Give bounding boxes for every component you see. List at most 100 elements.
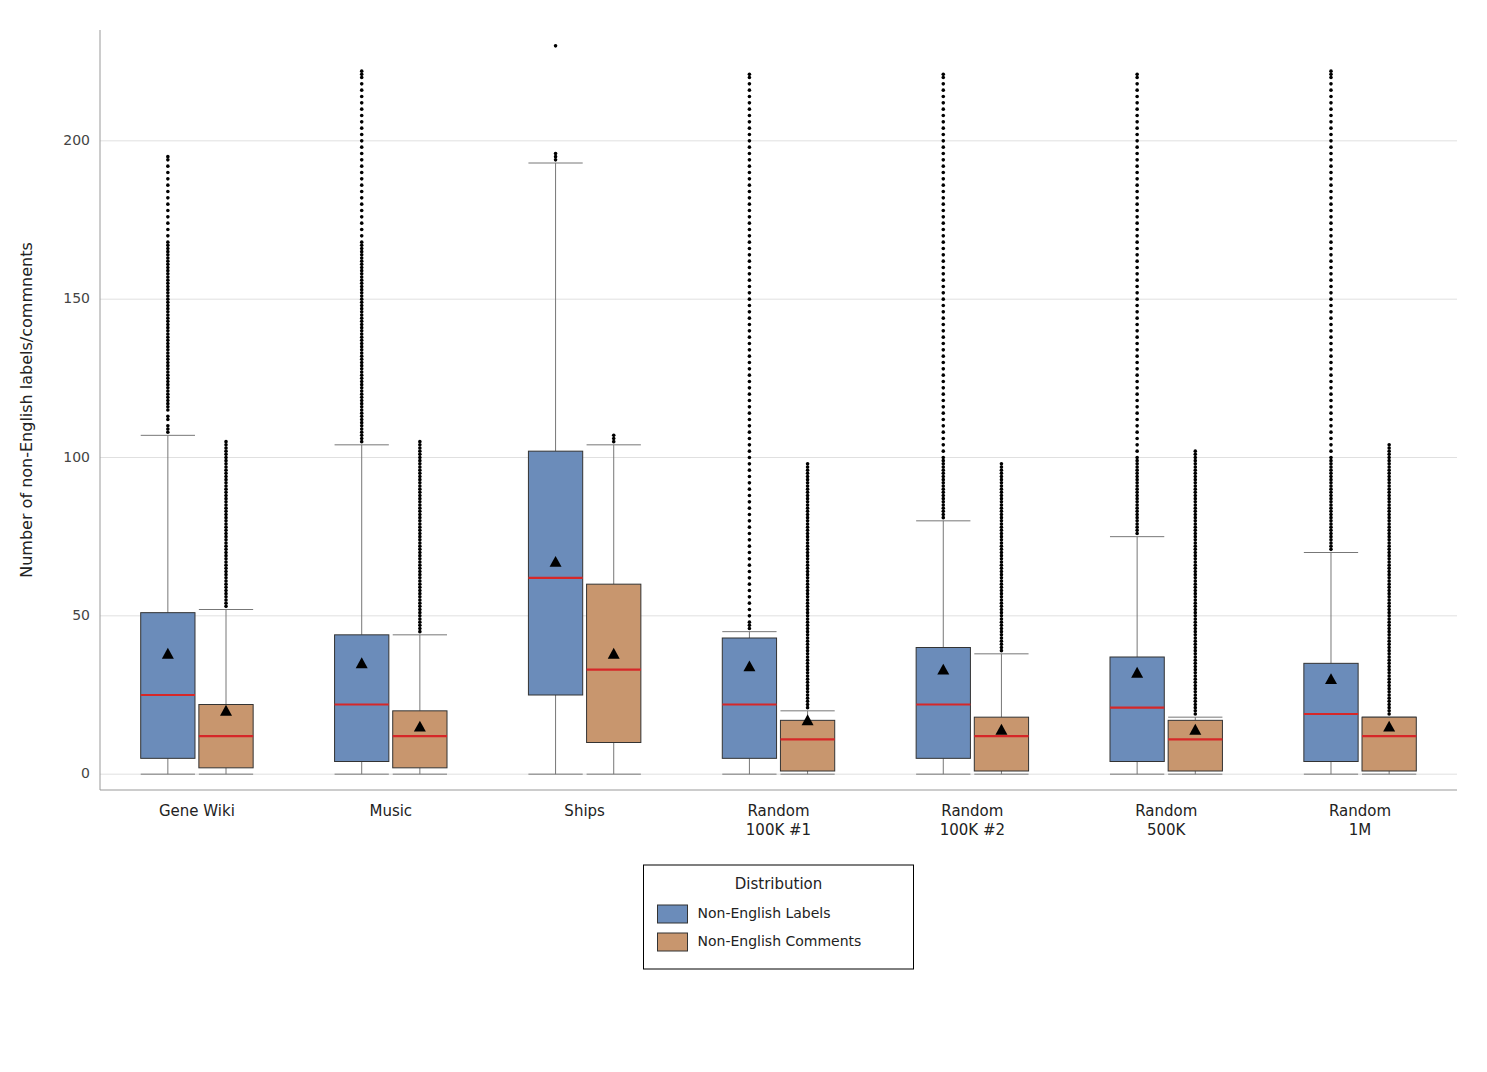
flier: [166, 326, 170, 330]
flier: [1387, 643, 1391, 647]
flier: [806, 605, 810, 609]
flier: [941, 73, 945, 77]
median-line: [1362, 735, 1416, 737]
flier: [806, 630, 810, 634]
flier: [224, 519, 228, 523]
flier: [1329, 497, 1333, 501]
flier: [806, 703, 810, 707]
flier: [748, 139, 752, 143]
box: [199, 705, 253, 768]
median-line: [722, 703, 776, 705]
flier: [806, 665, 810, 669]
flier: [418, 497, 422, 501]
whisker-high: [1001, 654, 1002, 717]
flier: [166, 221, 170, 225]
flier: [1000, 636, 1004, 640]
flier: [748, 171, 752, 175]
flier: [360, 434, 364, 438]
flier: [806, 548, 810, 552]
flier: [1135, 361, 1139, 365]
flier: [748, 76, 752, 80]
flier: [1193, 668, 1197, 672]
flier: [166, 402, 170, 406]
flier: [1193, 551, 1197, 555]
flier: [1329, 107, 1333, 111]
flier: [1387, 449, 1391, 453]
flier: [748, 272, 752, 276]
flier: [1329, 506, 1333, 510]
flier: [1135, 424, 1139, 428]
flier: [806, 687, 810, 691]
flier: [360, 88, 364, 92]
flier: [748, 221, 752, 225]
flier: [166, 266, 170, 270]
whisker-cap-high: [1304, 552, 1358, 553]
flier: [1329, 304, 1333, 308]
flier: [748, 624, 752, 628]
flier: [360, 342, 364, 346]
flier: [166, 263, 170, 267]
flier: [1135, 190, 1139, 194]
flier: [360, 240, 364, 244]
flier: [360, 323, 364, 327]
flier: [1329, 120, 1333, 124]
flier: [1000, 465, 1004, 469]
flier: [748, 418, 752, 422]
flier: [224, 538, 228, 542]
flier: [360, 183, 364, 187]
flier: [1193, 465, 1197, 469]
flier: [806, 532, 810, 536]
flier: [748, 348, 752, 352]
flier: [360, 437, 364, 441]
flier: [224, 478, 228, 482]
flier: [554, 152, 558, 156]
mean-marker: [1383, 721, 1395, 732]
flier: [166, 427, 170, 431]
flier: [166, 332, 170, 336]
flier: [224, 551, 228, 555]
flier: [1135, 532, 1139, 536]
whisker-cap-high: [780, 710, 834, 711]
flier: [748, 411, 752, 415]
flier: [941, 221, 945, 225]
flier: [1000, 519, 1004, 523]
box: [1168, 720, 1222, 771]
flier: [806, 497, 810, 501]
flier: [166, 278, 170, 282]
flier: [941, 76, 945, 80]
x-tick-label-line: Random: [1329, 802, 1391, 820]
flier: [1387, 506, 1391, 510]
flier: [1193, 665, 1197, 669]
flier: [1329, 525, 1333, 529]
flier: [166, 215, 170, 219]
flier: [941, 430, 945, 434]
flier: [748, 620, 752, 624]
flier: [748, 519, 752, 523]
flier: [1000, 592, 1004, 596]
flier: [166, 424, 170, 428]
flier: [360, 263, 364, 267]
flier: [806, 500, 810, 504]
median-line: [393, 735, 447, 737]
flier: [941, 373, 945, 377]
grid-line: [100, 457, 1457, 458]
whisker-cap-low: [780, 774, 834, 775]
flier: [1193, 548, 1197, 552]
flier: [1193, 522, 1197, 526]
flier: [1193, 611, 1197, 615]
flier: [806, 560, 810, 564]
flier: [1193, 684, 1197, 688]
flier: [1193, 677, 1197, 681]
flier: [1193, 633, 1197, 637]
x-tick-label-line: Ships: [564, 802, 605, 820]
flier: [166, 383, 170, 387]
flier: [806, 617, 810, 621]
flier: [224, 605, 228, 609]
flier: [748, 342, 752, 346]
flier: [1135, 95, 1139, 99]
flier: [1329, 386, 1333, 390]
whisker-high: [613, 445, 614, 584]
flier: [748, 475, 752, 479]
flier: [1387, 535, 1391, 539]
flier: [360, 301, 364, 305]
